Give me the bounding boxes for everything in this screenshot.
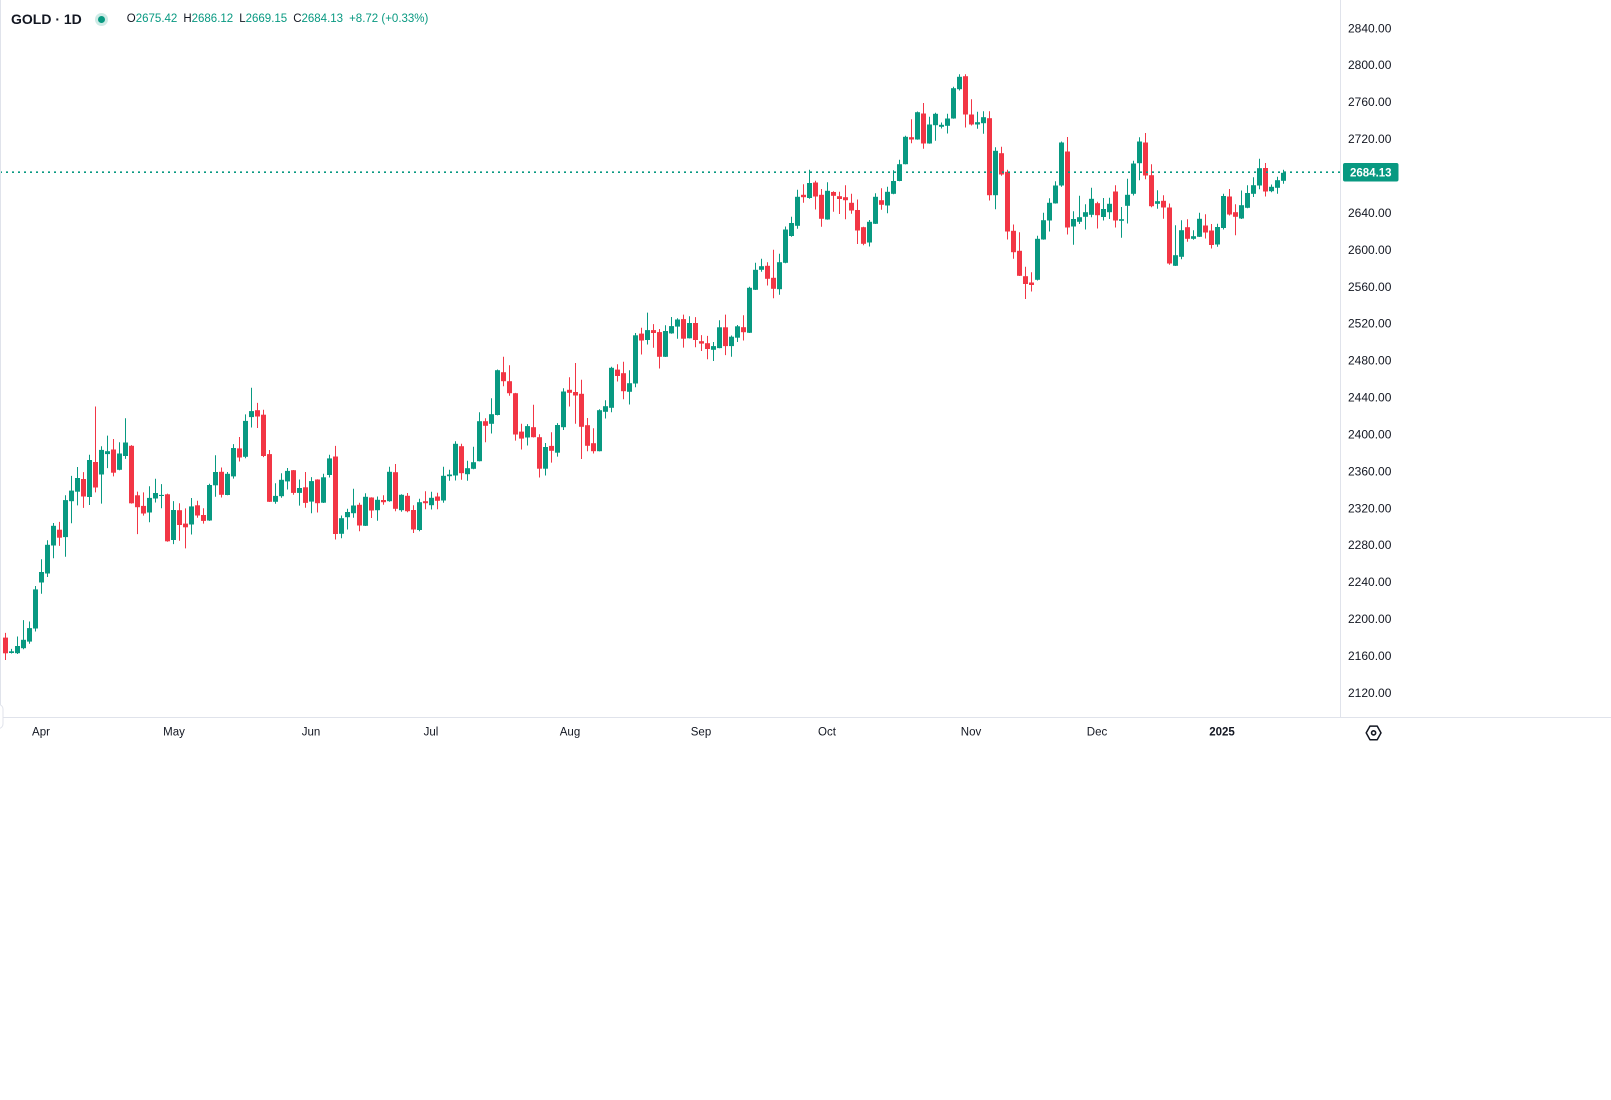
svg-text:2360.00: 2360.00: [1348, 464, 1392, 478]
svg-text:2240.00: 2240.00: [1348, 575, 1392, 589]
svg-text:Nov: Nov: [961, 727, 982, 739]
svg-text:2160.00: 2160.00: [1348, 649, 1392, 663]
svg-text:2320.00: 2320.00: [1348, 501, 1392, 515]
svg-text:May: May: [163, 727, 185, 739]
svg-text:2200.00: 2200.00: [1348, 612, 1392, 626]
svg-text:2025: 2025: [1209, 727, 1235, 739]
svg-text:2280.00: 2280.00: [1348, 538, 1392, 552]
svg-text:2684.13: 2684.13: [1350, 167, 1392, 179]
svg-text:Jul: Jul: [424, 727, 439, 739]
svg-text:2560.00: 2560.00: [1348, 280, 1392, 294]
svg-text:2400.00: 2400.00: [1348, 427, 1392, 441]
svg-text:2120.00: 2120.00: [1348, 686, 1392, 700]
svg-text:Sep: Sep: [691, 727, 711, 739]
svg-text:Dec: Dec: [1087, 727, 1108, 739]
svg-text:2520.00: 2520.00: [1348, 317, 1392, 331]
svg-text:2840.00: 2840.00: [1348, 21, 1392, 35]
svg-text:Jun: Jun: [302, 727, 321, 739]
svg-text:2480.00: 2480.00: [1348, 354, 1392, 368]
svg-text:2440.00: 2440.00: [1348, 391, 1392, 405]
svg-text:Oct: Oct: [818, 727, 837, 739]
svg-text:Aug: Aug: [560, 727, 580, 739]
svg-text:2600.00: 2600.00: [1348, 243, 1392, 257]
svg-text:2640.00: 2640.00: [1348, 206, 1392, 220]
svg-text:2760.00: 2760.00: [1348, 95, 1392, 109]
svg-text:2800.00: 2800.00: [1348, 58, 1392, 72]
svg-text:Apr: Apr: [32, 727, 50, 739]
svg-text:2720.00: 2720.00: [1348, 132, 1392, 146]
